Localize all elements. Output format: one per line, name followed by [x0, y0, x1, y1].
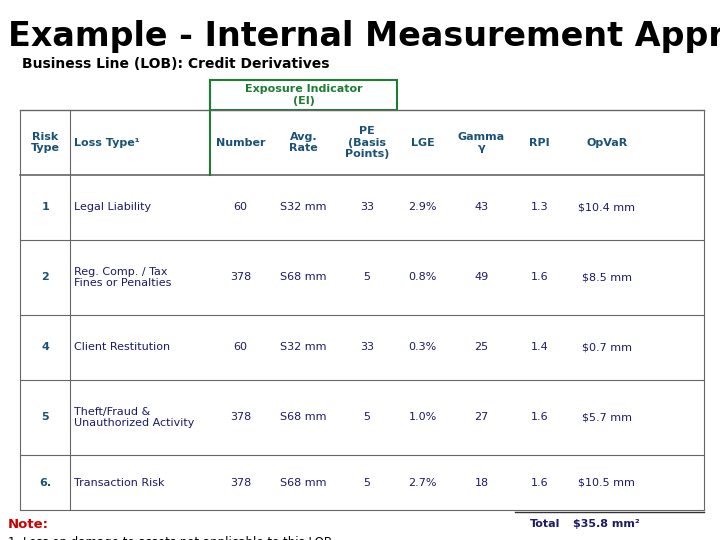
Text: Theft/Fraud &
Unauthorized Activity: Theft/Fraud & Unauthorized Activity [74, 407, 194, 428]
Text: RPI: RPI [529, 138, 549, 147]
Text: LGE: LGE [411, 138, 435, 147]
Text: Note:: Note: [8, 518, 49, 531]
Text: Gamma
γ: Gamma γ [458, 132, 505, 153]
Text: Legal Liability: Legal Liability [74, 202, 151, 213]
Text: $35.8 mm²: $35.8 mm² [573, 519, 640, 529]
Text: 1.6: 1.6 [531, 413, 548, 422]
Text: 1.4: 1.4 [531, 342, 548, 353]
Text: 2.9%: 2.9% [408, 202, 437, 213]
Text: 5: 5 [364, 273, 371, 282]
Text: Loss Type¹: Loss Type¹ [74, 138, 140, 147]
Text: OpVaR: OpVaR [586, 138, 627, 147]
Text: Reg. Comp. / Tax
Fines or Penalties: Reg. Comp. / Tax Fines or Penalties [74, 267, 171, 288]
Text: 1: 1 [41, 202, 49, 213]
Text: $10.5 mm: $10.5 mm [578, 477, 635, 488]
Text: Business Line (LOB): Credit Derivatives: Business Line (LOB): Credit Derivatives [22, 57, 330, 71]
Text: 18: 18 [474, 477, 489, 488]
Text: 1.0%: 1.0% [408, 413, 437, 422]
Text: 0.8%: 0.8% [408, 273, 437, 282]
Text: 1.6: 1.6 [531, 477, 548, 488]
Text: 4: 4 [41, 342, 49, 353]
Text: 33: 33 [360, 342, 374, 353]
Text: 0.3%: 0.3% [408, 342, 437, 353]
Text: 60: 60 [233, 342, 248, 353]
Text: Exposure Indicator
(EI): Exposure Indicator (EI) [245, 84, 362, 106]
Text: 378: 378 [230, 477, 251, 488]
Text: Number: Number [216, 138, 265, 147]
Text: 5: 5 [364, 413, 371, 422]
Text: S68 mm: S68 mm [280, 477, 327, 488]
Text: 5: 5 [364, 477, 371, 488]
Text: Transaction Risk: Transaction Risk [74, 477, 165, 488]
Text: Risk
Type: Risk Type [31, 132, 60, 153]
Text: S68 mm: S68 mm [280, 413, 327, 422]
Text: 378: 378 [230, 413, 251, 422]
Text: 33: 33 [360, 202, 374, 213]
Bar [210, 80, 397, 110]
Text: $8.5 mm: $8.5 mm [582, 273, 631, 282]
Text: 2: 2 [41, 273, 49, 282]
Text: $5.7 mm: $5.7 mm [582, 413, 631, 422]
Text: 60: 60 [233, 202, 248, 213]
Text: PE
(Basis
Points): PE (Basis Points) [345, 126, 389, 159]
Text: 25: 25 [474, 342, 489, 353]
Text: 2.7%: 2.7% [408, 477, 437, 488]
Text: S68 mm: S68 mm [280, 273, 327, 282]
Text: 49: 49 [474, 273, 489, 282]
Text: $10.4 mm: $10.4 mm [578, 202, 635, 213]
Text: 5: 5 [41, 413, 49, 422]
Text: 27: 27 [474, 413, 489, 422]
Text: Total: Total [530, 519, 560, 529]
Text: S32 mm: S32 mm [280, 342, 327, 353]
Text: S32 mm: S32 mm [280, 202, 327, 213]
Text: 1.6: 1.6 [531, 273, 548, 282]
Text: 1. Loss on damage to assets not applicable to this LOB: 1. Loss on damage to assets not applicab… [8, 536, 332, 540]
Text: 1.3: 1.3 [531, 202, 548, 213]
Text: 6.: 6. [39, 477, 51, 488]
Text: $0.7 mm: $0.7 mm [582, 342, 631, 353]
Text: 378: 378 [230, 273, 251, 282]
Text: Avg.
Rate: Avg. Rate [289, 132, 318, 153]
Text: Client Restitution: Client Restitution [74, 342, 170, 353]
Text: 43: 43 [474, 202, 489, 213]
Text: Example - Internal Measurement Approach: Example - Internal Measurement Approach [8, 20, 720, 53]
